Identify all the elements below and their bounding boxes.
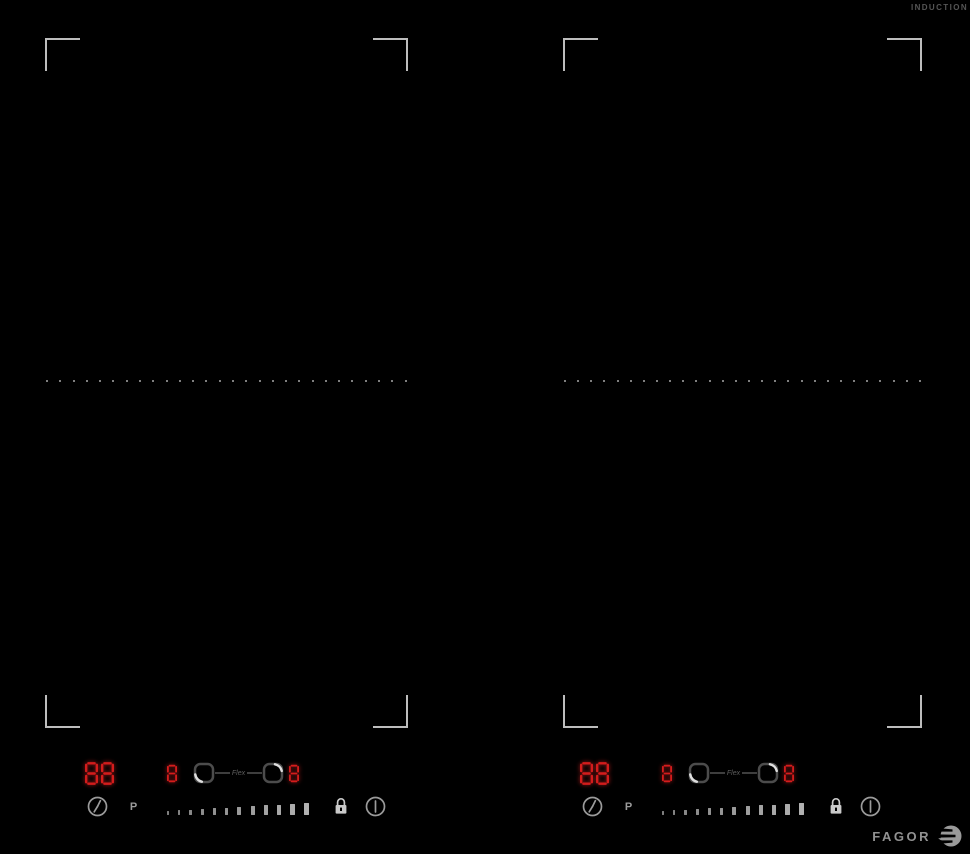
flex-link-line [247,772,263,774]
timer-display [85,762,114,785]
power-level-slider[interactable] [167,802,309,815]
zone-divider-dots [46,380,407,382]
zone-divider-dots [564,380,921,382]
child-lock-button[interactable] [330,795,351,816]
power-boost-button[interactable]: P [123,796,144,817]
zone-corner-bracket [45,38,80,71]
flex-link-line [742,772,758,774]
brand-name: FAGOR [872,828,931,844]
flex-label: Flex [231,769,246,777]
pan-square-icon [757,762,779,784]
flex-cooking-zone-right [563,38,922,728]
padlock-icon [335,797,346,814]
padlock-icon [830,797,841,814]
timer-display [580,762,609,785]
fagor-swirl-icon [937,825,962,847]
flex-link-line [215,772,230,774]
zone-corner-bracket [563,38,598,71]
pan-square-icon [262,762,284,784]
pan-square-icon [193,762,215,784]
flex-link-line [710,772,725,774]
zone-corner-bracket [373,38,408,71]
zone-corner-bracket [563,695,598,728]
flex-cooking-zone-left [45,38,408,728]
flex-front-level-display [167,763,177,784]
timer-button[interactable] [87,796,108,817]
child-lock-button[interactable] [825,795,846,816]
power-level-slider[interactable] [662,802,804,815]
control-panel-right: P Flex [575,758,887,826]
induction-type-label: INDUCTION [910,3,968,12]
timer-button[interactable] [582,796,603,817]
flex-rear-level-display [784,763,794,784]
flex-bridge-indicator: Flex [710,766,758,780]
brand-logo: FAGOR [872,825,962,847]
power-on-off-button[interactable] [365,796,386,817]
clock-icon [582,796,603,817]
power-icon [365,796,386,817]
power-on-off-button[interactable] [860,796,881,817]
power-icon [860,796,881,817]
flex-bridge-indicator: Flex [215,766,263,780]
zone-corner-bracket [45,695,80,728]
flex-front-level-display [662,763,672,784]
zone-corner-bracket [373,695,408,728]
power-boost-label: P [624,800,633,813]
zone-corner-bracket [887,38,922,71]
power-boost-label: P [129,800,138,813]
clock-icon [87,796,108,817]
flex-label: Flex [726,769,741,777]
flex-rear-level-display [289,763,299,784]
power-boost-button[interactable]: P [618,796,639,817]
zone-corner-bracket [887,695,922,728]
pan-square-icon [688,762,710,784]
control-panel-left: P Flex [80,758,392,826]
